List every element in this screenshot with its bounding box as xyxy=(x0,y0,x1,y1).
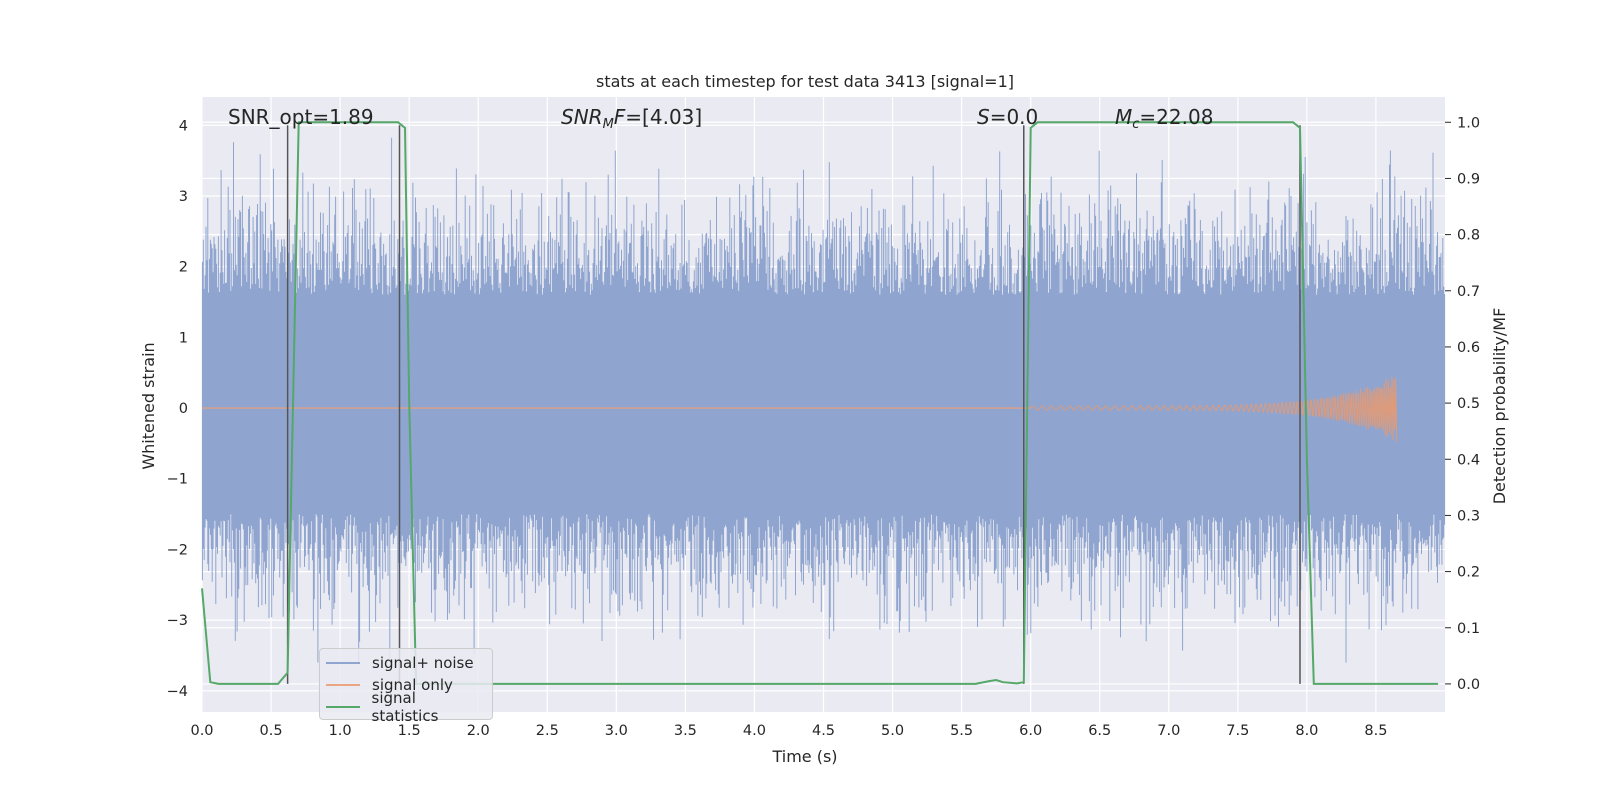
x-tick-label: 4.5 xyxy=(812,723,835,739)
y-tick-label: −2 xyxy=(167,542,188,558)
s-value: =0.0 xyxy=(990,105,1039,129)
legend-label-noise: signal+ noise xyxy=(372,654,474,672)
x-tick-label: 2.0 xyxy=(467,723,490,739)
signal-only-series xyxy=(202,376,1398,443)
x-tick-label: 6.0 xyxy=(1019,723,1042,739)
y-right-axis-label: Detection probability/MF xyxy=(1490,308,1509,505)
x-tick-label: 1.0 xyxy=(329,723,352,739)
legend-label-signal: signal only xyxy=(372,676,453,694)
y-right-tick-label: 0.4 xyxy=(1457,452,1480,468)
y-right-tick-label: 1.0 xyxy=(1457,115,1480,131)
x-tick-label: 4.0 xyxy=(743,723,766,739)
y-right-tick-label: 0.1 xyxy=(1457,621,1480,637)
x-tick-label: 7.5 xyxy=(1226,723,1249,739)
snr-mf-sub: M xyxy=(603,117,614,132)
x-tick-label: 3.0 xyxy=(605,723,628,739)
snr-mf-annotation: SNRMF=[4.03] xyxy=(561,105,702,132)
y-right-tick-label: 0.6 xyxy=(1457,340,1480,356)
y-tick-label: 3 xyxy=(179,189,188,205)
x-tick-label: 0.5 xyxy=(260,723,283,739)
y-right-tick-label: 0.2 xyxy=(1457,565,1480,581)
y-tick-label: −4 xyxy=(167,684,188,700)
y-tick-label: 0 xyxy=(179,401,188,417)
legend: signal+ noise signal only signal statist… xyxy=(319,648,493,725)
s-annotation: S=0.0 xyxy=(977,105,1038,129)
mc-label: M xyxy=(1115,105,1132,129)
mc-annotation: Mc=22.08 xyxy=(1115,105,1213,132)
s-label: S xyxy=(977,105,990,129)
y-right-tick-label: 0.0 xyxy=(1457,677,1480,693)
y-tick-label: 2 xyxy=(179,260,188,276)
signal-chirp xyxy=(1030,376,1398,443)
legend-swatch-stats xyxy=(326,706,360,708)
x-tick-label: 5.0 xyxy=(881,723,904,739)
x-axis-ticks: 0.0 0.5 1.0 1.5 2.0 2.5 3.0 3.5 4.0 4.5 5.0 5.5 6.0 6… xyxy=(190,723,1387,739)
y-right-tick-label: 0.9 xyxy=(1457,171,1480,187)
x-tick-label: 7.0 xyxy=(1157,723,1180,739)
y-axis-ticks: −4 −3 −2 −1 0 1 2 3 4 xyxy=(167,118,188,700)
y-right-tick-label: 0.7 xyxy=(1457,284,1480,300)
x-tick-label: 3.5 xyxy=(674,723,697,739)
y-axis-label: Whitened strain xyxy=(139,342,158,469)
y-right-tick-label: 0.5 xyxy=(1457,396,1480,412)
x-tick-label: 8.0 xyxy=(1295,723,1318,739)
signal-statistics-line xyxy=(201,121,1439,685)
legend-label-stats: signal statistics xyxy=(371,689,439,725)
snr-opt-annotation: SNR_opt=1.89 xyxy=(228,105,374,129)
legend-item-noise: signal+ noise xyxy=(326,652,486,674)
x-tick-label: 0.0 xyxy=(190,723,213,739)
y-right-tick-label: 0.3 xyxy=(1457,508,1480,524)
snr-mf-label: SNR xyxy=(561,105,603,129)
y-tick-label: 1 xyxy=(179,330,188,346)
x-tick-label: 1.5 xyxy=(398,723,421,739)
snr-mf-value: =[4.03] xyxy=(625,105,702,129)
y-right-tick-label: 0.8 xyxy=(1457,228,1480,244)
noise-strokes xyxy=(201,137,1446,663)
mc-sub: c xyxy=(1132,117,1139,132)
chart-title: stats at each timestep for test data 341… xyxy=(596,72,1014,91)
signal-statistics-series xyxy=(201,121,1439,685)
legend-item-signal: signal only xyxy=(326,674,486,696)
y-tick-label: −1 xyxy=(167,472,188,488)
x-tick-label: 2.5 xyxy=(536,723,559,739)
x-tick-label: 8.5 xyxy=(1364,723,1387,739)
x-tick-label: 6.5 xyxy=(1088,723,1111,739)
snr-mf-f: F xyxy=(614,105,626,129)
y-tick-label: −3 xyxy=(167,613,188,629)
x-axis-label: Time (s) xyxy=(771,747,837,766)
y-tick-label: 4 xyxy=(179,118,188,134)
legend-item-stats: signal statistics xyxy=(326,689,486,725)
legend-swatch-noise xyxy=(326,662,360,664)
x-tick-label: 5.5 xyxy=(950,723,973,739)
detection-markers xyxy=(286,125,1301,684)
legend-swatch-signal xyxy=(326,684,360,686)
y-right-axis-ticks: 0.0 0.1 0.2 0.3 0.4 0.5 0.6 0.7 0.8 0.9 1.0 xyxy=(1445,115,1480,693)
mc-value: =22.08 xyxy=(1139,105,1213,129)
